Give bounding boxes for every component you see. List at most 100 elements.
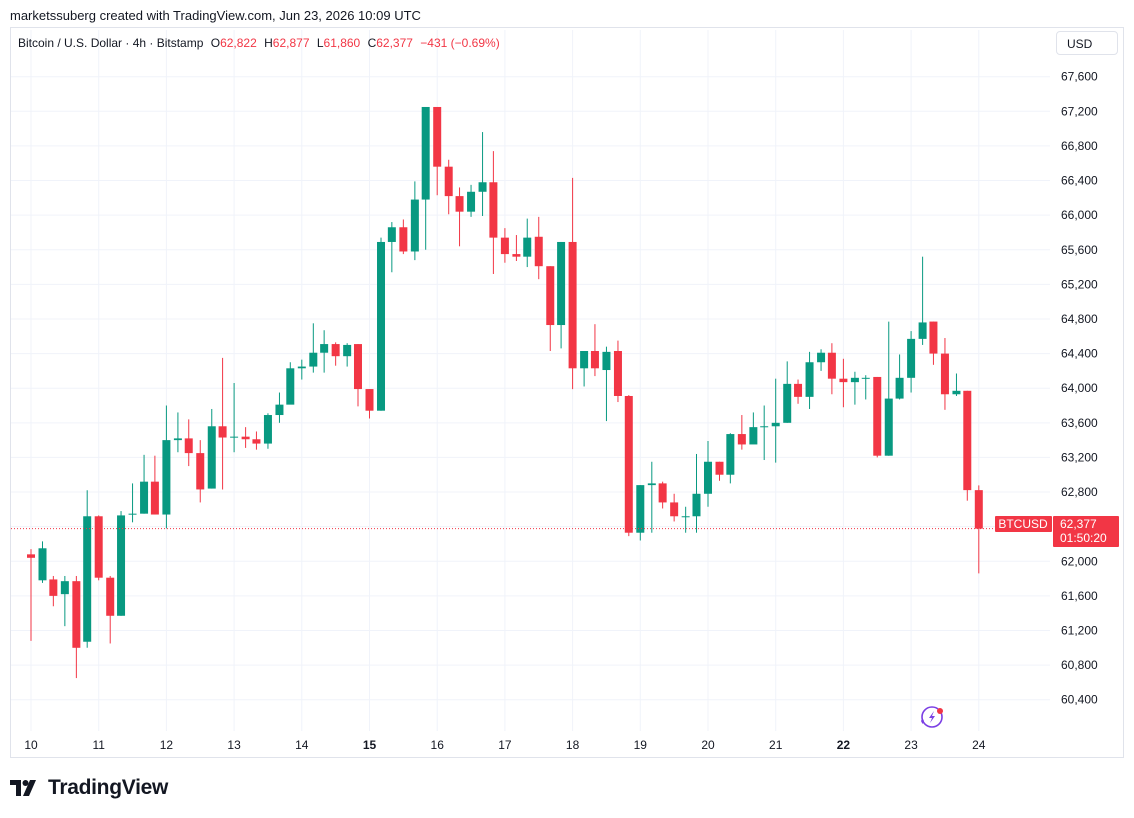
candle-up (275, 392, 284, 423)
last-price-tag: BTCUSD 62,377 01:50:20 (995, 516, 1119, 547)
candle-body (692, 493, 701, 517)
candle-body (580, 350, 589, 369)
candle-body (117, 515, 126, 616)
candle-down (839, 358, 848, 408)
candle-body (658, 483, 667, 503)
candle-up (297, 359, 306, 380)
candle-body (749, 427, 758, 445)
candle-down (455, 187, 464, 247)
price-tag-bg (1053, 516, 1119, 547)
candle-body (726, 434, 735, 475)
candle-down (613, 340, 622, 403)
y-tick-label: 64,000 (1061, 381, 1098, 395)
candle-body (817, 352, 826, 363)
candle-body (715, 461, 724, 475)
candle-up (38, 541, 47, 583)
candle-body (140, 481, 149, 514)
y-tick-label: 62,000 (1061, 554, 1098, 568)
candle-body (568, 241, 577, 369)
legend-c-label: C (367, 36, 377, 50)
candle-body (230, 436, 239, 438)
candle-up (162, 405, 171, 529)
candle-down (873, 376, 882, 458)
candle-down (929, 321, 938, 365)
candle-body (760, 426, 769, 428)
candle-up (850, 371, 859, 405)
x-tick-label: 10 (24, 738, 38, 752)
y-tick-label: 63,600 (1061, 416, 1098, 430)
candle-body (602, 351, 611, 371)
candle-up (602, 346, 611, 422)
candle-up (636, 485, 645, 541)
candle-up (726, 433, 735, 484)
candle-down (150, 455, 159, 515)
candle-up (771, 378, 780, 463)
currency-button[interactable]: USD (1056, 31, 1118, 55)
candle-up (918, 256, 927, 345)
candle-up (467, 184, 476, 217)
candle-up (760, 405, 769, 461)
candle-body (681, 516, 690, 518)
candle-down (794, 379, 803, 404)
candle-down (624, 395, 633, 537)
candle-body (207, 426, 216, 489)
legend-l-label: L (316, 36, 324, 50)
candle-down (974, 485, 983, 574)
candle-down (27, 549, 35, 641)
y-tick-label: 67,600 (1061, 70, 1098, 84)
y-tick-label: 65,200 (1061, 277, 1098, 291)
y-tick-label: 66,000 (1061, 208, 1098, 222)
candle-body (873, 376, 882, 456)
candle-body (184, 438, 193, 454)
candle-up (320, 330, 329, 373)
y-tick-label: 67,200 (1061, 104, 1098, 118)
candle-body (83, 516, 92, 642)
candle-body (410, 199, 419, 252)
candle-down (196, 440, 205, 503)
price-tag-value: 62,377 (1060, 517, 1097, 531)
footer-brand: TradingView (48, 776, 169, 799)
candle-body (590, 350, 599, 369)
candle-body (512, 254, 521, 257)
candle-body (534, 236, 543, 267)
candle-up (140, 454, 149, 514)
candle-body (839, 378, 848, 383)
candle-up (421, 106, 430, 250)
candle-body (218, 426, 227, 438)
x-tick-label: 20 (701, 738, 715, 752)
symbol-tag-bg (995, 516, 1052, 532)
candle-up (692, 453, 701, 533)
legend-open: 62,822 (220, 36, 257, 50)
x-tick-label: 24 (972, 738, 986, 752)
x-tick-label: 11 (92, 738, 105, 752)
footer-logo[interactable]: TradingView (10, 776, 168, 800)
legend-low: 61,860 (323, 36, 361, 50)
candle-down (331, 342, 340, 366)
candle-body (929, 321, 938, 354)
candle-down (353, 344, 362, 407)
candle-body (343, 344, 352, 357)
candle-body (320, 344, 329, 353)
chart-caption: marketssuberg created with TradingView.c… (10, 8, 421, 23)
candle-body (884, 398, 893, 456)
candle-body (286, 368, 295, 405)
candle-body (433, 106, 442, 167)
candle-down (444, 159, 453, 215)
candle-body (940, 353, 949, 395)
candle-body (974, 490, 983, 529)
candle-up (117, 511, 126, 616)
candle-body (252, 439, 261, 444)
candle-down (94, 515, 103, 581)
candle-down (106, 575, 115, 644)
candle-up (263, 413, 272, 449)
candle-body (128, 513, 137, 515)
symbol-tag-label: BTCUSD (998, 517, 1048, 531)
x-tick-label: 22 (837, 738, 851, 752)
candle-down (658, 481, 667, 509)
candle-body (963, 390, 972, 491)
candle-body (737, 434, 746, 445)
candle-body (794, 383, 803, 397)
candle-body (704, 461, 712, 494)
candle-down (500, 228, 509, 263)
